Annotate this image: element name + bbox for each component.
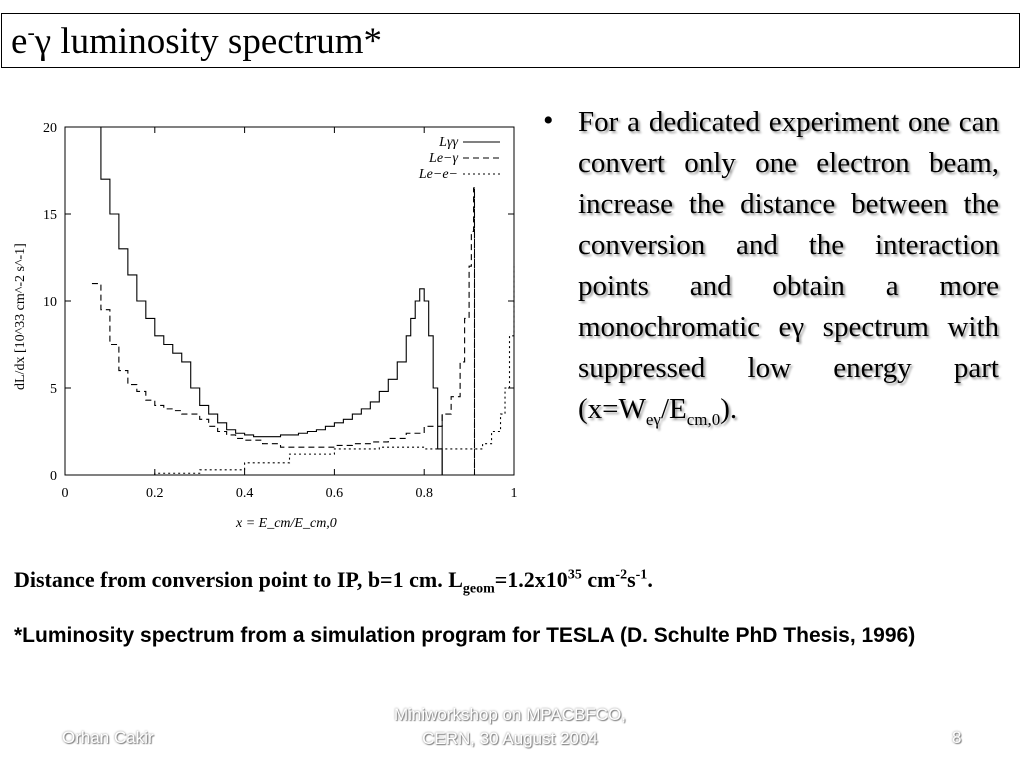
x-tick-label: 1 — [511, 486, 518, 501]
luminosity-chart: 0 0.2 0.4 0.6 0.8 1 0 5 10 15 20 Lγγ Le−γ Le−e− x = … — [0, 100, 530, 545]
series-line-solid — [91, 126, 443, 475]
x-axis-label: x = E_cm/E_cm,0 — [235, 516, 337, 531]
footer-page-number: 8 — [952, 728, 962, 747]
x-tick-label: 0.2 — [146, 486, 164, 501]
footer-event: Miniworkshop on MPACBFCO, CERN, 30 Augus… — [340, 703, 680, 751]
caption-unit-s: s — [627, 567, 636, 592]
series-line-dashed — [91, 187, 476, 475]
x-tick-label: 0.8 — [415, 486, 433, 501]
figure-caption: Distance from conversion point to IP, b=… — [14, 567, 653, 597]
legend-label: Le−γ — [428, 151, 458, 166]
title-gamma: γ — [34, 21, 52, 62]
formula-sub-egamma: eγ — [645, 409, 661, 429]
caption-sub: geom — [462, 581, 495, 597]
footer-author: Orhan Cakir — [62, 728, 154, 747]
footer-event-line1: Miniworkshop on MPACBFCO, — [393, 705, 627, 724]
x-tick-label: 0 — [62, 486, 69, 501]
x-tick-label: 0.6 — [326, 486, 344, 501]
caption-exp: 35 — [567, 567, 582, 583]
formula-close: ). — [720, 393, 738, 425]
footnote: *Luminosity spectrum from a simulation p… — [14, 624, 916, 647]
title-box: e-γ luminosity spectrum* — [1, 13, 1020, 68]
series-line-dotted — [109, 266, 515, 476]
bullet-body: For a dedicated experiment one can conve… — [578, 106, 999, 384]
legend-label: Lγγ — [438, 135, 458, 150]
y-tick-label: 20 — [43, 121, 57, 136]
y-axis-label: dL/dx [10^33 cm^-2 s^-1] — [13, 243, 28, 390]
y-tick-label: 5 — [50, 382, 57, 397]
title-superscript: - — [27, 19, 35, 45]
formula-mid: /E — [660, 393, 687, 425]
caption-text: Distance from conversion point to IP, b=… — [14, 567, 463, 592]
caption-value: =1.2x10 — [494, 567, 568, 592]
series-lines — [91, 126, 515, 476]
bullet-text: For a dedicated experiment one can conve… — [578, 102, 999, 430]
x-tick-label: 0.4 — [236, 486, 254, 501]
formula-sub-cm0: cm,0 — [686, 409, 721, 429]
formula-open: (x=W — [578, 393, 646, 425]
caption-exp-cm: -2 — [615, 567, 628, 583]
caption-exp-s: -1 — [635, 567, 648, 583]
bullet-block: • For a dedicated experiment one can con… — [543, 102, 999, 430]
bullet-dot-icon: • — [543, 104, 554, 137]
caption-unit-cm: cm — [581, 567, 616, 592]
title-text: luminosity spectrum* — [51, 21, 383, 62]
caption-end: . — [647, 567, 653, 592]
footer-event-line2: CERN, 30 August 2004 — [422, 729, 598, 748]
y-tick-label: 10 — [43, 295, 57, 310]
y-tick-label: 0 — [50, 469, 57, 484]
legend-label: Le−e− — [418, 167, 458, 182]
slide-title: e-γ luminosity spectrum* — [11, 20, 382, 63]
y-tick-label: 15 — [43, 208, 57, 223]
title-prefix: e — [11, 21, 28, 62]
